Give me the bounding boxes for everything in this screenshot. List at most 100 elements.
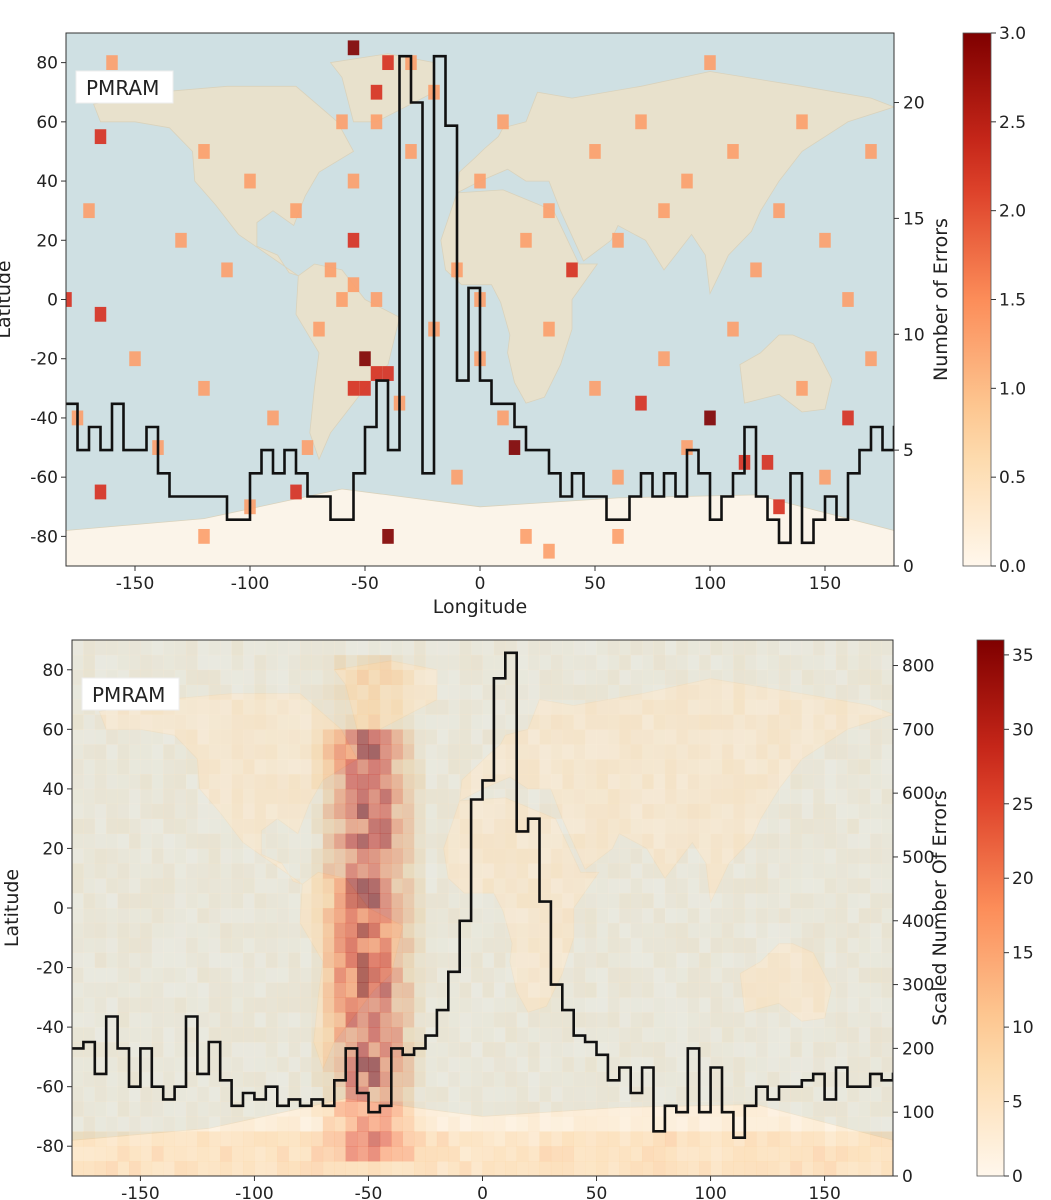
heatmap-cell	[254, 878, 267, 894]
heatmap-cell	[801, 982, 814, 998]
y2-tick-label: 0	[903, 557, 914, 577]
heatmap-cell	[151, 729, 164, 745]
heatmap-cell	[151, 640, 164, 656]
heatmap-cell	[243, 759, 255, 775]
heatmap-cell	[288, 982, 301, 998]
heatmap-cell	[528, 1161, 540, 1176]
heatmap-cell	[425, 863, 438, 879]
heatmap-cell	[687, 997, 700, 1013]
heatmap-cell	[106, 1146, 118, 1162]
heatmap-cell	[607, 669, 620, 685]
heatmap-cell	[619, 863, 632, 879]
heatmap-cell	[790, 803, 803, 819]
heatmap-cell	[322, 699, 335, 715]
y-tick-label: -60	[36, 1078, 64, 1098]
heatmap-cell	[94, 1086, 107, 1102]
heatmap-cell	[129, 893, 141, 909]
heatmap-cell	[459, 937, 472, 953]
heatmap-cell	[619, 684, 632, 700]
heatmap-cell	[573, 1086, 586, 1102]
heatmap-cell	[186, 684, 198, 700]
heatmap-cell	[790, 937, 803, 953]
heatmap-cell	[322, 729, 335, 745]
heatmap-cell	[334, 982, 346, 998]
heatmap-cell	[186, 1131, 198, 1147]
heatmap-cell	[505, 1116, 518, 1132]
heatmap-cell	[516, 1161, 529, 1176]
heatmap-cell	[345, 669, 358, 685]
heatmap-cell	[357, 640, 369, 656]
heatmap-cell	[300, 997, 312, 1013]
heatmap-cell	[733, 1042, 746, 1058]
heatmap-cell	[630, 714, 643, 730]
heatmap-cell	[493, 1042, 506, 1058]
heatmap-cell	[402, 848, 415, 864]
heatmap-cell	[539, 1071, 552, 1087]
heatmap-cell	[847, 1101, 860, 1117]
heatmap-cell	[106, 714, 118, 730]
heatmap-cell	[231, 1012, 244, 1028]
heatmap-cell	[596, 654, 609, 671]
heatmap-cell	[83, 669, 96, 685]
heatmap-cell	[277, 744, 289, 760]
heatmap-cell	[425, 714, 438, 730]
heatmap-cell	[471, 759, 483, 775]
heatmap-cell	[607, 937, 620, 953]
heatmap-cell	[402, 699, 415, 715]
heatmap-cell	[277, 833, 289, 849]
heatmap-cell	[368, 1116, 381, 1132]
heatmap-cell	[482, 1027, 495, 1043]
heatmap-cell	[630, 1146, 643, 1162]
heatmap-cell	[790, 1086, 803, 1102]
heatmap-cell	[630, 908, 643, 924]
heatmap-cell	[847, 878, 860, 894]
heatmap-cell	[687, 699, 700, 715]
heatmap-cell	[322, 922, 335, 939]
heatmap-cell	[425, 893, 438, 909]
heatmap-cell	[72, 952, 84, 968]
heatmap-cell	[106, 1042, 118, 1058]
heatmap-cell	[847, 729, 860, 745]
heatmap-cell	[368, 878, 381, 894]
heatmap-cell	[562, 833, 575, 849]
heatmap-cell	[733, 744, 746, 760]
heatmap-cell	[106, 1012, 118, 1028]
heatmap-cell	[311, 774, 324, 790]
heatmap-cell	[635, 114, 647, 130]
heatmap-cell	[699, 684, 711, 700]
heatmap-cell	[140, 1146, 153, 1162]
heatmap-cell	[744, 893, 757, 909]
heatmap-cell	[642, 1071, 654, 1087]
heatmap-cell	[516, 1012, 529, 1028]
heatmap-cell	[482, 1161, 495, 1176]
y-tick-label: 60	[36, 113, 58, 133]
heatmap-cell	[277, 1056, 289, 1073]
heatmap-cell	[402, 1146, 415, 1162]
heatmap-cell	[585, 1146, 597, 1162]
heatmap-cell	[505, 714, 518, 730]
heatmap-cell	[459, 1012, 472, 1028]
heatmap-cell	[813, 982, 825, 998]
heatmap-cell	[368, 1131, 381, 1147]
heatmap-cell	[254, 744, 267, 760]
heatmap-cell	[813, 1131, 825, 1147]
heatmap-cell	[676, 699, 689, 715]
heatmap-cell	[459, 922, 472, 939]
heatmap-cell	[83, 803, 96, 819]
heatmap-cell	[550, 714, 563, 730]
heatmap-cell	[425, 1056, 438, 1073]
heatmap-cell	[471, 774, 483, 790]
heatmap-cell	[391, 1071, 403, 1087]
heatmap-cell	[642, 774, 654, 790]
heatmap-cell	[208, 1086, 221, 1102]
heatmap-cell	[562, 774, 575, 790]
heatmap-cell	[813, 1101, 825, 1117]
heatmap-cell	[459, 1056, 472, 1073]
heatmap-cell	[642, 997, 654, 1013]
heatmap-cell	[72, 729, 84, 745]
heatmap-cell	[322, 952, 335, 968]
heatmap-cell	[254, 729, 267, 745]
heatmap-cell	[676, 982, 689, 998]
heatmap-cell	[790, 744, 803, 760]
heatmap-cell	[630, 1161, 643, 1176]
